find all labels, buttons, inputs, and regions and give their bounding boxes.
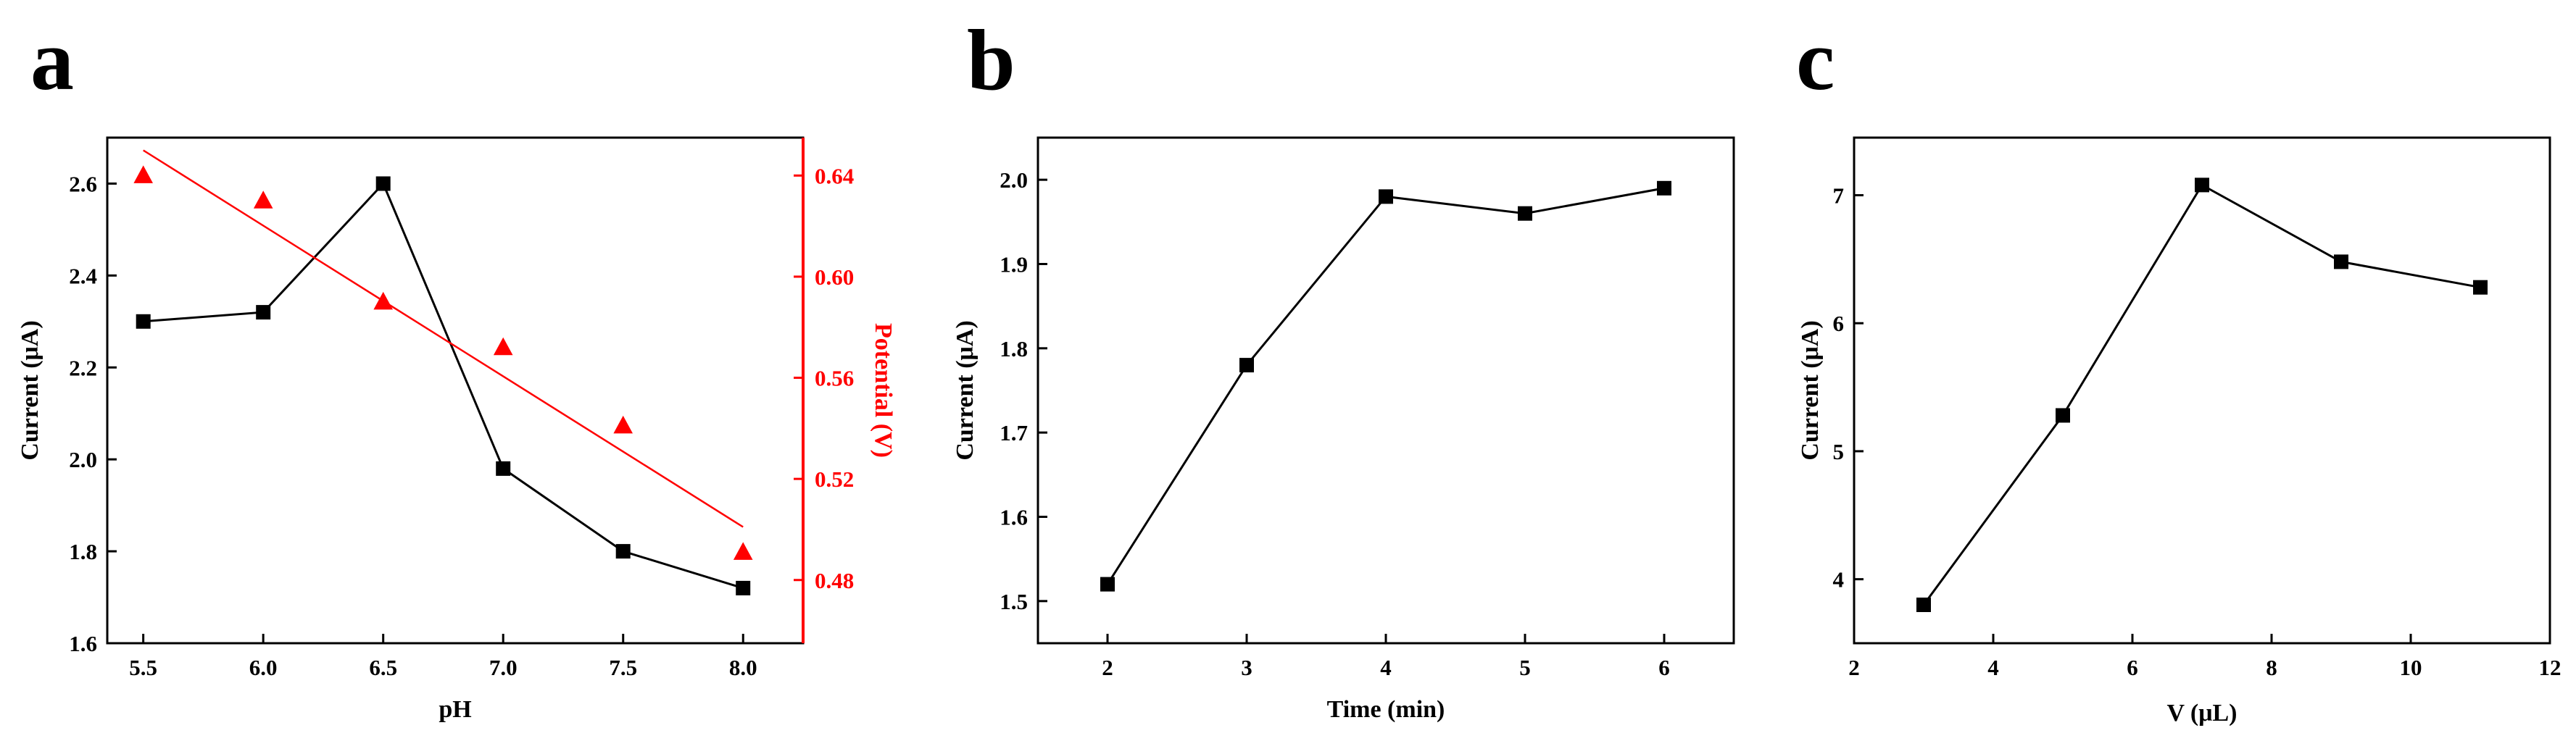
- chart-a-y-tick-label: 1.6: [69, 631, 97, 656]
- chart-b-x-tick-label: 4: [1380, 655, 1392, 680]
- chart-c-x-tick-label: 4: [1987, 655, 1999, 680]
- chart-a-point-potential-v-1: [253, 191, 273, 209]
- chart-a-y2-tick-label: 0.48: [815, 568, 854, 593]
- chart-b-y-tick-label: 1.5: [1000, 589, 1028, 614]
- chart-b: 2 3 4 5 6 1.5 1.6 1.7 1.8 1.9 2.0 Time (min) Curr…: [952, 136, 1735, 723]
- chart-b-point-current-4: [1657, 180, 1671, 196]
- chart-b-x-tick-label: 5: [1519, 655, 1531, 680]
- chart-c-x-tick-label: 12: [2539, 655, 2562, 680]
- chart-a-y-tick-label: 1.8: [69, 539, 97, 564]
- panel-label-b: b: [967, 12, 1015, 108]
- chart-a-x-tick-label: 7.5: [609, 655, 637, 680]
- chart-b-y-tick-label: 1.7: [1000, 420, 1028, 445]
- chart-a-x-tick-label: 6.5: [369, 655, 397, 680]
- chart-a-marks: [133, 149, 753, 595]
- chart-a-series-line-current-a: [143, 181, 744, 590]
- chart-a-y2-ticks: 0.48 0.52 0.56 0.60 0.64: [794, 138, 854, 643]
- chart-a-point-current-a-3: [496, 461, 511, 476]
- chart-a-y2-tick-label: 0.52: [815, 466, 854, 492]
- chart-b-point-current-2: [1379, 189, 1393, 204]
- chart-a-y2-tick-label: 0.60: [815, 264, 854, 290]
- chart-c-point-current-3: [2334, 254, 2348, 269]
- chart-c-x-tick-label: 8: [2266, 655, 2277, 680]
- chart-a-y-tick-label: 2.6: [69, 171, 97, 196]
- chart-a-point-potential-v-4: [613, 415, 633, 434]
- chart-b-point-current-3: [1518, 206, 1532, 221]
- chart-a-x-tick-label: 5.5: [129, 655, 157, 680]
- chart-b-x-ticks: 2 3 4 5 6: [1102, 634, 1670, 680]
- chart-c-plot-frame: [1853, 136, 2551, 645]
- chart-a: 5.5 6.0 6.5 7.0 7.5 8.0 1.6 1.8 2.0 2.2 2.4 2.6 0.…: [17, 136, 897, 723]
- chart-a-point-current-a-2: [375, 176, 391, 191]
- chart-b-point-current-1: [1239, 358, 1254, 373]
- chart-c-x-tick-label: 2: [1848, 655, 1860, 680]
- chart-b-point-current-0: [1100, 577, 1115, 592]
- chart-a-x-tick-label: 8.0: [729, 655, 757, 680]
- chart-c-point-current-4: [2473, 280, 2488, 295]
- chart-b-x-tick-label: 3: [1241, 655, 1252, 680]
- chart-c-y-tick-label: 4: [1833, 567, 1845, 593]
- chart-c-x-tick-label: 10: [2400, 655, 2422, 680]
- panel-label-a: a: [30, 12, 74, 108]
- chart-a-y-ticks: 1.6 1.8 2.0 2.2 2.4 2.6: [69, 171, 117, 656]
- chart-a-point-potential-v-0: [133, 165, 153, 183]
- chart-b-y-axis-title: Current (μA): [952, 320, 979, 460]
- chart-c-x-ticks: 2 4 6 8 10 12: [1848, 634, 2562, 680]
- chart-c-series-line-current: [1922, 183, 2481, 606]
- chart-c-y-ticks: 4 5 6 7: [1833, 183, 1864, 593]
- chart-c-y-tick-label: 5: [1833, 439, 1845, 464]
- chart-b-plot-frame: [1036, 136, 1735, 645]
- chart-c-x-axis-title: V (μL): [2166, 700, 2237, 727]
- chart-b-series-line-current: [1106, 187, 1665, 585]
- chart-a-x-tick-label: 7.0: [489, 655, 518, 680]
- chart-c-point-current-1: [2056, 408, 2070, 423]
- chart-b-y-ticks: 1.5 1.6 1.7 1.8 1.9 2.0: [1000, 167, 1047, 614]
- chart-c-x-tick-label: 6: [2127, 655, 2138, 680]
- chart-b-y-tick-label: 2.0: [1000, 167, 1028, 193]
- chart-a-x-axis-title: pH: [439, 696, 471, 723]
- chart-a-point-potential-v-5: [733, 542, 753, 560]
- chart-a-point-current-a-0: [136, 314, 151, 329]
- chart-a-point-current-a-1: [256, 305, 271, 320]
- chart-c-point-current-0: [1916, 598, 1931, 612]
- chart-b-y-tick-label: 1.9: [1000, 252, 1028, 277]
- chart-c-y-tick-label: 7: [1833, 183, 1845, 209]
- chart-a-y2-tick-label: 0.56: [815, 366, 854, 391]
- chart-a-y-tick-label: 2.4: [69, 263, 97, 288]
- chart-a-y-tick-label: 2.0: [69, 447, 97, 472]
- chart-a-point-current-a-5: [736, 580, 751, 595]
- chart-b-marks: [1100, 180, 1671, 592]
- chart-a-y-axis-title: Current (μA): [17, 320, 43, 460]
- chart-a-x-tick-label: 6.0: [249, 655, 278, 680]
- chart-a-x-ticks: 5.5 6.0 6.5 7.0 7.5 8.0: [129, 634, 757, 680]
- chart-a-y2-axis-title: Potential (V): [870, 323, 897, 458]
- chart-b-x-tick-label: 6: [1658, 655, 1670, 680]
- chart-a-plot-frame: [106, 136, 805, 645]
- chart-c-marks: [1916, 177, 2488, 612]
- chart-a-y-tick-label: 2.2: [69, 355, 97, 380]
- chart-a-point-potential-v-3: [493, 337, 513, 356]
- chart-c-y-tick-label: 6: [1833, 311, 1845, 336]
- chart-b-y-tick-label: 1.8: [1000, 336, 1028, 361]
- panel-label-c: c: [1796, 12, 1835, 108]
- chart-a-series-line-potential-linear-fit: [143, 149, 744, 528]
- chart-a-y2-tick-label: 0.64: [815, 163, 854, 188]
- chart-b-x-axis-title: Time (min): [1327, 696, 1445, 723]
- chart-b-y-tick-label: 1.6: [1000, 505, 1028, 530]
- chart-c-y-axis-title: Current (μA): [1797, 320, 1824, 460]
- chart-a-point-current-a-4: [615, 544, 631, 559]
- chart-c: 2 4 6 8 10 12 4 5 6 7 V (μL) Current (μA): [1797, 136, 2562, 727]
- chart-b-x-tick-label: 2: [1102, 655, 1113, 680]
- chart-c-point-current-2: [2195, 177, 2209, 193]
